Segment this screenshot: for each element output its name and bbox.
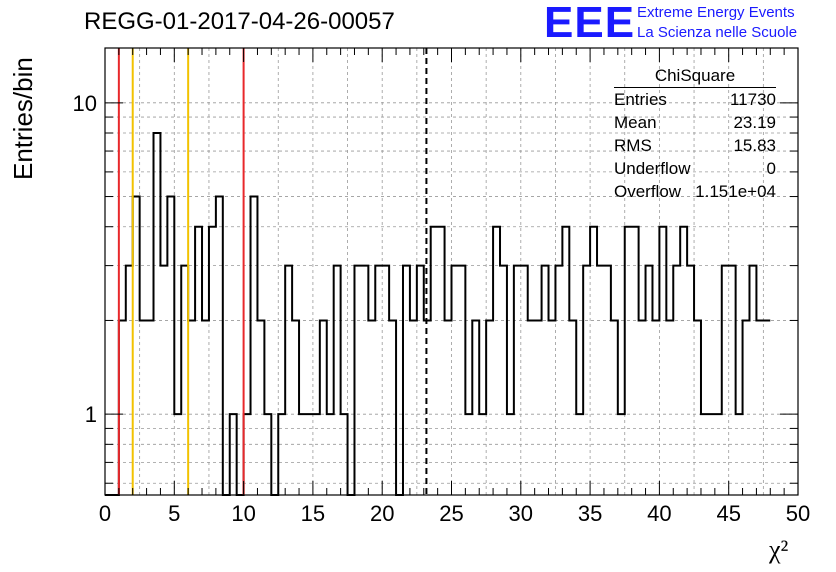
stats-box: ChiSquare Entries 11730 Mean 23.19 RMS 15.8… (614, 66, 776, 203)
x-tick-label: 30 (509, 501, 533, 526)
x-tick-label: 45 (716, 501, 740, 526)
stats-row: Overflow 1.151e+04 (614, 180, 776, 203)
stats-value: 11730 (729, 90, 776, 109)
stats-label: Entries (614, 90, 667, 109)
stats-row: Entries 11730 (614, 88, 776, 111)
y-axis-label: Entries/bin (8, 57, 38, 180)
stats-value: 23.19 (733, 113, 776, 132)
stats-label: Mean (614, 113, 657, 132)
stats-row: Underflow 0 (614, 157, 776, 180)
x-tick-label: 20 (370, 501, 394, 526)
x-tick-label: 25 (439, 501, 463, 526)
run-title: REGG-01-2017-04-26-00057 (84, 8, 395, 35)
threshold-lines (117, 48, 428, 495)
y-tick-label: 10 (73, 91, 97, 116)
stats-label: Underflow (614, 159, 691, 178)
logo-line-1: Extreme Energy Events (637, 4, 795, 21)
x-tick-label: 5 (168, 501, 180, 526)
stats-row: Mean 23.19 (614, 111, 776, 134)
stats-value: 1.151e+04 (695, 182, 776, 201)
axis-ticks (104, 48, 799, 495)
x-axis-label: χ² (769, 535, 789, 564)
stats-label: RMS (614, 136, 652, 155)
y-tick-labels: 1 10 (73, 91, 97, 427)
histogram-bins (105, 131, 771, 496)
x-tick-label: 40 (647, 501, 671, 526)
x-tick-label: 15 (301, 501, 325, 526)
x-tick-label: 35 (578, 501, 602, 526)
stats-label: Overflow (614, 182, 682, 201)
stats-name: ChiSquare (614, 66, 776, 88)
stats-value: 15.83 (733, 136, 776, 155)
x-tick-labels: 0 5 10 15 20 25 30 35 40 45 50 (99, 501, 810, 526)
stats-value: 0 (766, 159, 776, 178)
histogram-outline (105, 131, 771, 496)
eee-logo-mark: EEE (544, 0, 636, 47)
y-tick-label: 1 (85, 402, 97, 427)
eee-logo: EEE Extreme Energy Events La Scienza nel… (544, 0, 834, 47)
stats-row: RMS 15.83 (614, 134, 776, 157)
x-tick-label: 0 (99, 501, 111, 526)
logo-line-2: La Scienza nelle Scuole (637, 24, 798, 41)
x-tick-label: 50 (786, 501, 810, 526)
x-tick-label: 10 (231, 501, 255, 526)
